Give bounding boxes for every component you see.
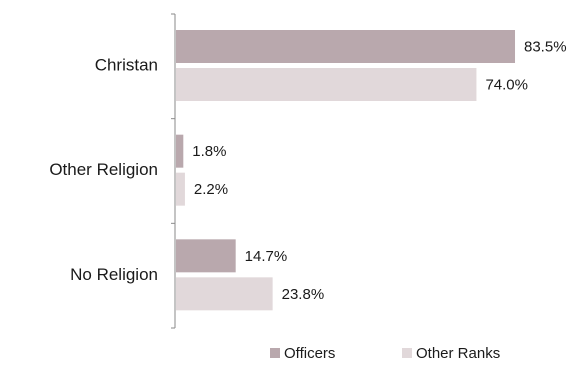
legend-swatch bbox=[270, 348, 280, 358]
axis-layer bbox=[171, 13, 176, 329]
legend-label: Officers bbox=[284, 345, 335, 362]
bar-officers bbox=[176, 30, 516, 63]
legend-swatch bbox=[402, 348, 412, 358]
category-label: No Religion bbox=[70, 265, 158, 284]
category-label: Other Religion bbox=[49, 160, 158, 179]
data-label: 14.7% bbox=[245, 248, 288, 265]
bar-other-ranks bbox=[176, 68, 477, 101]
data-label: 2.2% bbox=[194, 181, 228, 198]
legend-label: Other Ranks bbox=[416, 345, 500, 362]
data-label: 83.5% bbox=[524, 39, 567, 56]
bar-officers bbox=[176, 134, 184, 168]
bar-other-ranks bbox=[176, 172, 185, 206]
legend: Officers Other Ranks bbox=[270, 345, 500, 362]
data-label: 74.0% bbox=[485, 77, 528, 94]
bar-officers bbox=[176, 239, 236, 273]
category-label: Christan bbox=[95, 56, 158, 75]
data-label: 23.8% bbox=[282, 286, 325, 303]
bar-other-ranks bbox=[176, 277, 273, 311]
data-label: 1.8% bbox=[192, 143, 226, 160]
labels-layer: Christan 83.5% 74.0% Other Religion 1.8% 2.2%… bbox=[49, 39, 566, 303]
bars-layer bbox=[176, 30, 516, 311]
